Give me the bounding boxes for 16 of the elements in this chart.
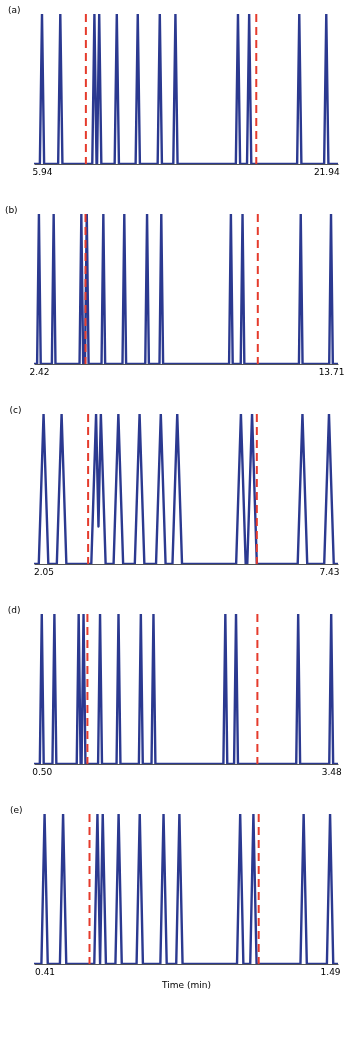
x-tick-label: 5.94 [32, 166, 53, 177]
x-axis-title: Time (min) [161, 979, 211, 990]
chart-title: (d) [7, 605, 21, 615]
x-tick-label: 2.05 [34, 566, 55, 577]
chart-title: (a) [7, 5, 21, 15]
x-tick-label: 0.50 [32, 766, 53, 777]
chart-title: (c) [9, 405, 22, 415]
x-tick-label: 13.71 [318, 366, 345, 377]
x-tick-label: 1.49 [320, 966, 341, 977]
x-tick-label: 2.42 [29, 366, 50, 377]
chart-title: (e) [10, 805, 23, 815]
chart-title: (b) [4, 205, 18, 215]
x-tick-label: 7.43 [319, 566, 340, 577]
x-tick-label: 3.48 [321, 766, 342, 777]
x-tick-label: 0.41 [35, 966, 56, 977]
x-tick-label: 21.94 [313, 166, 340, 177]
